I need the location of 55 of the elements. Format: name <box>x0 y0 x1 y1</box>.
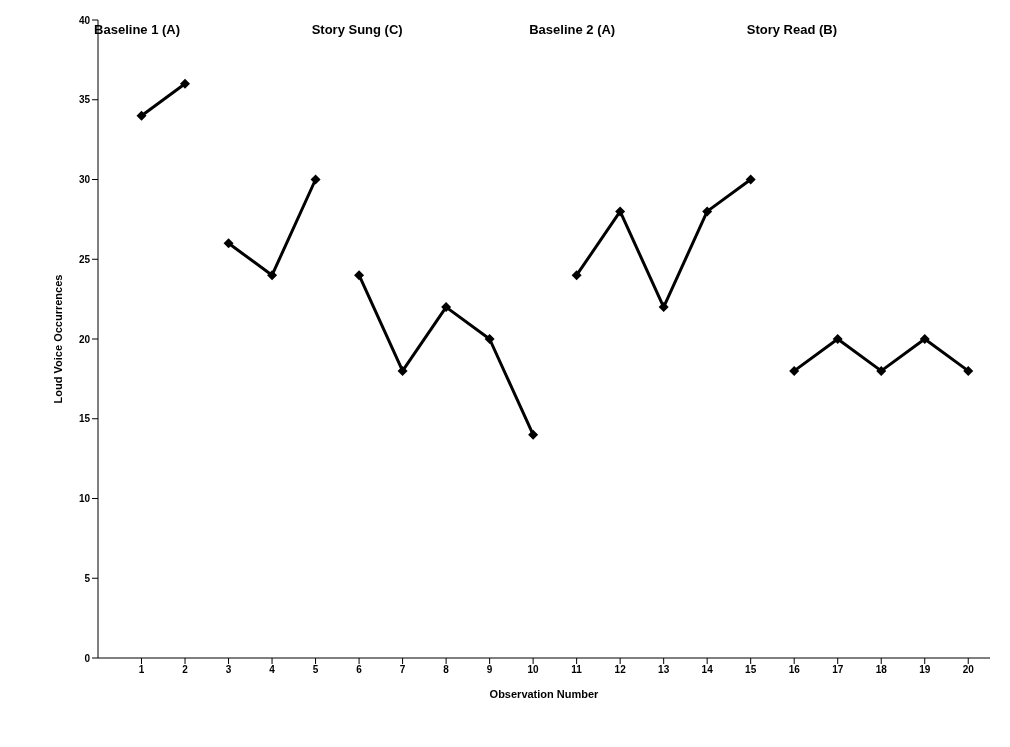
x-tick-label: 19 <box>919 664 931 676</box>
x-tick-label: 12 <box>614 664 627 676</box>
y-tick-label: 20 <box>78 333 91 345</box>
x-tick-label: 18 <box>875 664 888 676</box>
point <box>876 365 887 376</box>
point <box>267 270 278 281</box>
x-tick-label: 4 <box>269 664 276 676</box>
x-tick-label: 11 <box>571 664 583 676</box>
x-tick-label: 13 <box>658 664 670 676</box>
point <box>919 334 930 344</box>
point <box>832 334 843 344</box>
annotation: Story Read (B) <box>746 22 838 37</box>
x-axis-title: Observation Number <box>489 688 600 700</box>
x-tick-label: 6 <box>356 664 363 676</box>
y-tick-label: 10 <box>78 493 91 505</box>
x-tick-label: 20 <box>962 664 975 676</box>
x-tick-label: 10 <box>527 664 540 676</box>
annotation: Baseline 2 (A) <box>529 22 616 37</box>
y-axis-title: Loud Voice Occurrences <box>51 274 64 404</box>
point <box>180 78 191 89</box>
point <box>441 302 452 313</box>
point <box>484 334 495 344</box>
x-tick-label: 9 <box>486 664 493 676</box>
y-tick-label: 40 <box>78 14 91 26</box>
x-tick-label: 5 <box>312 664 319 676</box>
x-tick-label: 17 <box>832 664 844 676</box>
x-tick-label: 15 <box>745 664 757 676</box>
x-tick-label: 8 <box>443 664 450 676</box>
point <box>223 238 234 249</box>
y-tick-label: 25 <box>78 253 91 265</box>
point <box>528 429 539 440</box>
point <box>136 110 147 121</box>
y-tick-label: 35 <box>78 94 91 106</box>
point <box>615 206 626 217</box>
x-tick-label: 3 <box>225 664 232 676</box>
point <box>310 174 321 185</box>
x-tick-label: 16 <box>788 664 801 676</box>
y-tick-label: 30 <box>78 174 91 186</box>
x-tick-label: 2 <box>182 664 189 676</box>
annotation: Story Sung (C) <box>311 22 403 37</box>
y-tick-label: 0 <box>84 652 91 664</box>
x-tick-label: 14 <box>701 664 714 676</box>
y-tick-label: 5 <box>84 572 91 584</box>
point <box>397 365 408 376</box>
point <box>745 174 756 185</box>
point <box>963 365 974 376</box>
x-tick-label: 7 <box>399 664 406 676</box>
annotation: Baseline 1 (A) <box>94 22 181 37</box>
point <box>789 365 800 376</box>
point <box>571 270 582 281</box>
y-tick-label: 15 <box>78 413 91 425</box>
point <box>702 206 713 217</box>
x-tick-label: 1 <box>138 664 145 676</box>
point <box>354 270 365 281</box>
point <box>658 302 669 313</box>
